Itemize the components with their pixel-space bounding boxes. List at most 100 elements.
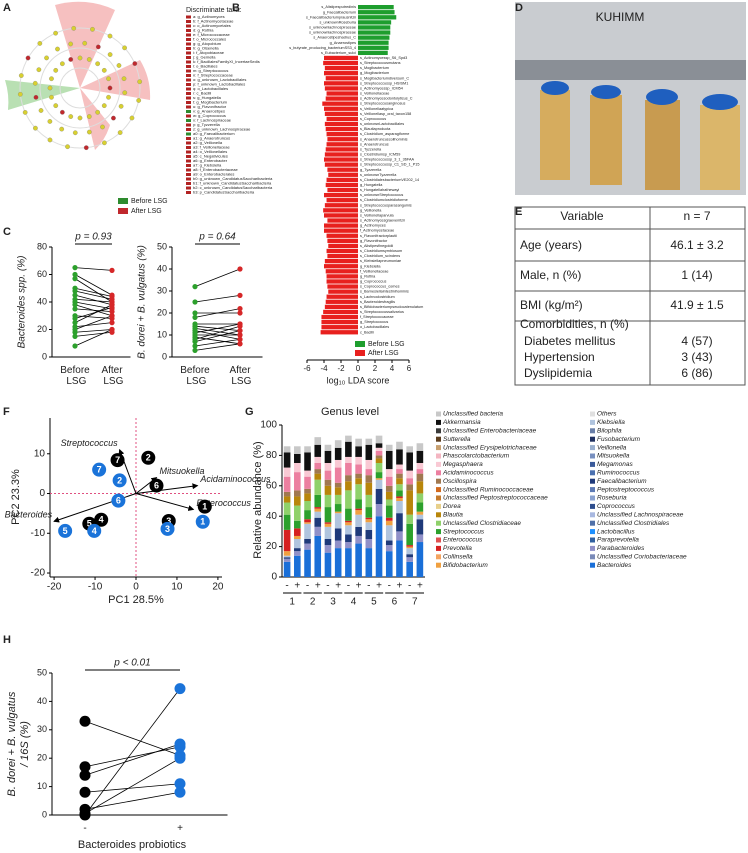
stack-segment — [314, 494, 322, 508]
taxa-marker — [186, 92, 191, 95]
stack-segment — [345, 490, 352, 509]
y-axis-label: / 16S (%) — [19, 721, 31, 768]
y-tick-label: 0 — [271, 572, 277, 583]
legend-label: Faecalibacterium — [597, 478, 647, 485]
point — [79, 769, 91, 781]
table-cell: Age (years) — [520, 238, 582, 252]
stack-segment — [385, 485, 393, 492]
stack-segment — [355, 464, 362, 474]
taxa-marker — [186, 101, 191, 104]
stack-segment — [345, 508, 352, 521]
x-tick-label: + — [315, 581, 321, 592]
group-label: 5 — [371, 597, 377, 608]
stack-segment — [345, 548, 352, 577]
lda-label: s_Anaerostipeshadrus_C — [313, 36, 356, 40]
point — [72, 315, 78, 322]
pca-point — [58, 523, 73, 538]
point — [72, 276, 78, 282]
stack-segment — [324, 552, 332, 577]
clade-node — [55, 46, 60, 52]
y-tick-label: 100 — [260, 420, 277, 431]
clade-node — [82, 40, 88, 46]
lda-bar — [323, 60, 358, 66]
stack-segment — [396, 469, 403, 474]
legend-swatch — [355, 341, 365, 347]
clade-node — [37, 41, 43, 46]
stack-segment — [416, 511, 424, 515]
lda-label: s_Streptococcussp_HSISM1 — [360, 81, 408, 85]
stack-segment — [355, 543, 362, 577]
point — [79, 715, 91, 727]
legend-label: Bacteroides — [597, 562, 632, 569]
stack-segment — [355, 499, 362, 509]
taxa-marker — [186, 69, 191, 73]
stack-segment — [396, 473, 403, 479]
x-tick-label: + — [335, 581, 341, 592]
stack-segment — [314, 463, 322, 470]
loading-arrow — [135, 493, 195, 511]
point — [109, 302, 115, 308]
legend-label: Megasphaera — [443, 461, 483, 468]
stack-segment — [375, 463, 383, 473]
pair-line — [84, 757, 181, 814]
clade-ring — [39, 47, 121, 129]
stack-segment — [385, 505, 393, 518]
lda-bar — [358, 25, 391, 30]
taxa-label: r: c_Bacilli — [193, 91, 211, 96]
stack-segment — [406, 545, 413, 547]
y-axis-label: B. dorei + B. vulgatus (%) — [137, 245, 148, 359]
x-tick-label: -6 — [303, 364, 311, 373]
legend-label: Bifidobacterium — [443, 562, 488, 569]
stack-segment — [406, 446, 413, 453]
pca-point — [149, 478, 164, 493]
stack-segment — [365, 529, 373, 539]
lda-bar — [321, 325, 358, 330]
x-tick-label: -20 — [47, 582, 62, 593]
taxa-marker — [186, 186, 191, 190]
stack-segment — [375, 458, 383, 463]
lda-bar — [324, 55, 358, 61]
stack-segment — [294, 520, 301, 529]
lda-bar — [324, 162, 358, 167]
stack-segment — [334, 487, 342, 495]
y-tick-label: 0 — [39, 488, 45, 499]
photo-cap — [591, 85, 621, 99]
stack-segment — [355, 456, 362, 465]
lda-label: g_Actinomyces — [360, 224, 386, 228]
stack-segment — [396, 464, 403, 470]
stack-segment — [314, 437, 322, 445]
taxa-label: e: f_Micrococcaceae — [193, 32, 230, 37]
lda-bar — [358, 45, 389, 50]
stack-segment — [355, 526, 362, 536]
stack-segment — [324, 444, 332, 451]
stack-segment — [334, 459, 342, 468]
taxa-marker — [186, 137, 191, 140]
pca-point — [112, 473, 127, 488]
point-label: 6 — [154, 480, 159, 490]
x-tick-label: + — [294, 581, 300, 592]
legend-label: Enterococcus — [443, 537, 483, 544]
taxa-label: a0: g_Faecalibacterium — [193, 131, 235, 136]
point — [72, 306, 78, 312]
stack-segment — [385, 520, 393, 526]
stack-segment — [345, 463, 352, 476]
stack-segment — [396, 540, 403, 577]
y-tick-label: 30 — [157, 285, 167, 295]
clade-node — [18, 73, 24, 78]
legend-swatch — [436, 428, 441, 434]
lda-label: s_unknownlachnospiraceae — [309, 26, 356, 30]
lda-label: g_Mogibacterium — [360, 71, 389, 75]
pair-line — [74, 294, 113, 306]
point — [192, 299, 198, 305]
clade-node — [117, 130, 123, 135]
point-label: 2 — [117, 475, 122, 485]
taxa-marker — [186, 15, 191, 19]
taxa-label: w: g_Coprococcus — [193, 113, 226, 118]
point — [79, 761, 91, 773]
legend-swatch — [590, 411, 595, 417]
clade-node — [71, 25, 77, 31]
photo — [515, 2, 746, 195]
clade-node — [36, 67, 42, 73]
stack-segment — [304, 522, 311, 524]
lda-bar — [324, 111, 358, 116]
